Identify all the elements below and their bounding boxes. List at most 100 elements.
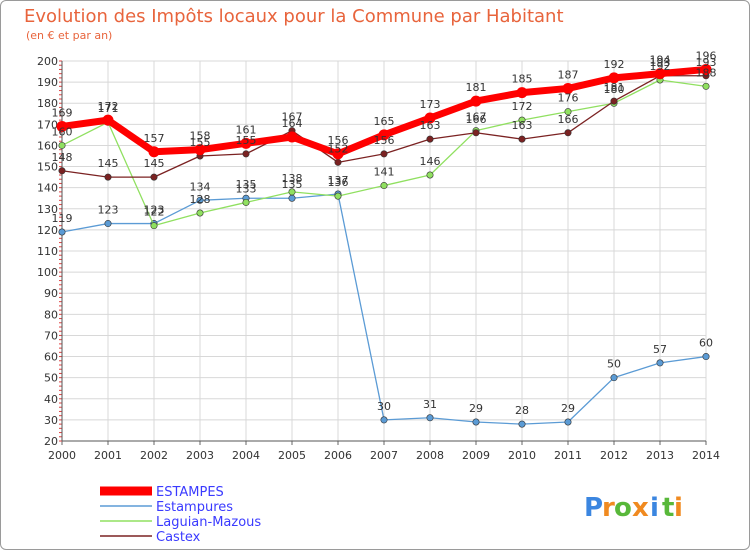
- y-tick-label: 40: [44, 393, 58, 406]
- data-label: 196: [696, 49, 717, 62]
- data-point: [610, 374, 618, 382]
- data-point: [194, 144, 206, 156]
- data-point: [332, 148, 344, 160]
- data-label: 193: [696, 56, 717, 69]
- data-point: [334, 158, 342, 166]
- y-tick-label: 120: [37, 224, 58, 237]
- data-point: [518, 135, 526, 143]
- x-tick-label: 2004: [232, 449, 260, 462]
- chart-subtitle: (en € et par an): [26, 29, 112, 42]
- data-label: 50: [607, 358, 621, 371]
- data-point: [334, 192, 342, 200]
- data-point: [426, 414, 434, 422]
- data-point: [378, 129, 390, 141]
- data-point: [286, 131, 298, 143]
- x-tick-label: 2001: [94, 449, 122, 462]
- data-point: [102, 114, 114, 126]
- data-label: 31: [423, 398, 437, 411]
- data-label: 192: [604, 58, 625, 71]
- y-tick-label: 200: [37, 55, 58, 68]
- grid: [61, 60, 707, 442]
- x-tick-label: 2006: [324, 449, 352, 462]
- data-label: 163: [512, 119, 533, 132]
- data-label: 181: [466, 81, 487, 94]
- data-label: 180: [604, 83, 625, 96]
- brand-letter: o: [614, 493, 632, 523]
- data-label: 135: [236, 178, 257, 191]
- y-tick-label: 50: [44, 372, 58, 385]
- data-point: [562, 82, 574, 94]
- data-point: [380, 150, 388, 158]
- x-tick-label: 2003: [186, 449, 214, 462]
- data-label: 57: [653, 343, 667, 356]
- data-label: 185: [512, 73, 533, 86]
- data-label: 160: [52, 125, 73, 138]
- brand-logo: Pr o x i t i: [584, 493, 683, 523]
- data-label: 148: [52, 151, 73, 164]
- data-label: 164: [282, 117, 303, 130]
- data-label: 181: [604, 81, 625, 94]
- data-point: [150, 222, 158, 230]
- data-point: [470, 95, 482, 107]
- data-label: 123: [144, 204, 165, 217]
- data-label: 137: [328, 174, 349, 187]
- data-label: 134: [190, 180, 211, 193]
- data-label: 194: [650, 54, 671, 67]
- x-tick-label: 2011: [554, 449, 582, 462]
- y-tick-label: 110: [37, 245, 58, 258]
- data-label: 145: [98, 157, 119, 170]
- data-label: 133: [236, 182, 257, 195]
- legend-label: Estampures: [156, 500, 233, 515]
- data-point: [564, 129, 572, 137]
- data-label: 29: [561, 402, 575, 415]
- y-tick-label: 60: [44, 351, 58, 364]
- data-label: 138: [282, 172, 303, 185]
- data-label: 60: [699, 337, 713, 350]
- y-tick-label: 100: [37, 266, 58, 279]
- data-label: 155: [236, 134, 257, 147]
- data-label: 165: [374, 115, 395, 128]
- data-point: [242, 198, 250, 206]
- brand-letter: i: [674, 493, 683, 523]
- x-tick-label: 2007: [370, 449, 398, 462]
- data-label: 156: [374, 134, 395, 147]
- data-point: [654, 68, 666, 80]
- data-point: [104, 173, 112, 181]
- data-point: [702, 353, 710, 361]
- data-point: [196, 209, 204, 217]
- data-label: 163: [420, 119, 441, 132]
- legend-label: Laguian-Mazous: [156, 515, 261, 530]
- y-tick-label: 70: [44, 329, 58, 342]
- data-label: 146: [420, 155, 441, 168]
- data-point: [426, 135, 434, 143]
- data-point: [58, 141, 66, 149]
- x-tick-label: 2013: [646, 449, 674, 462]
- y-tick-label: 30: [44, 414, 58, 427]
- data-label: 167: [466, 111, 487, 124]
- data-point: [518, 420, 526, 428]
- data-point: [516, 87, 528, 99]
- data-point: [564, 418, 572, 426]
- data-point: [472, 418, 480, 426]
- data-point: [380, 182, 388, 190]
- x-tick-label: 2012: [600, 449, 628, 462]
- data-label: 172: [512, 100, 533, 113]
- data-label: 187: [558, 68, 579, 81]
- x-tick-label: 2014: [692, 449, 720, 462]
- x-tick-label: 2009: [462, 449, 490, 462]
- data-point: [56, 120, 68, 132]
- y-tick-label: 140: [37, 182, 58, 195]
- data-point: [610, 97, 618, 105]
- data-point: [700, 63, 712, 75]
- data-point: [58, 228, 66, 236]
- data-point: [426, 171, 434, 179]
- brand-letter: P: [584, 493, 603, 523]
- y-tick-label: 80: [44, 308, 58, 321]
- legend-label: Castex: [156, 530, 201, 545]
- data-label: 172: [98, 100, 119, 113]
- data-label: 152: [328, 142, 349, 155]
- data-point: [656, 359, 664, 367]
- y-tick-label: 170: [37, 118, 58, 131]
